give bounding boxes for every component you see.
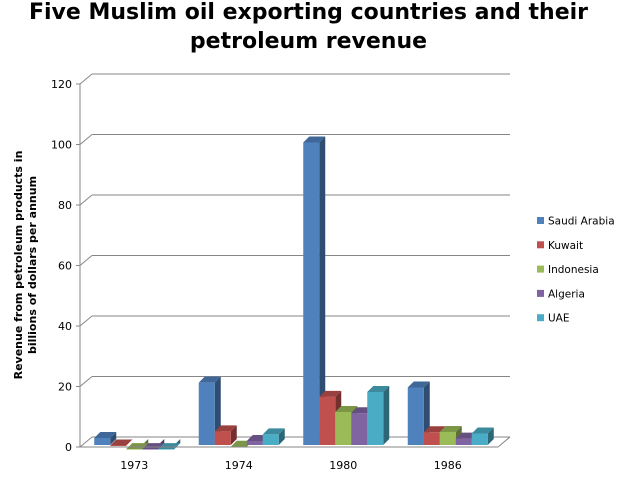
bar-uae-1973: [158, 449, 175, 450]
bar-indonesia-1986: [439, 431, 456, 445]
chart-title: Five Muslim oil exporting countries and …: [0, 0, 617, 56]
gridline-side: [79, 436, 93, 448]
legend-label: UAE: [548, 313, 570, 325]
bar-top: [94, 431, 117, 438]
bar-indonesia-1980: [335, 411, 352, 445]
bar-top: [471, 427, 494, 434]
bar-side: [319, 136, 326, 445]
bar-top: [407, 381, 430, 388]
bar-top: [439, 425, 462, 432]
bar-top: [142, 443, 165, 450]
bar-saudi-arabia-1980: [303, 142, 320, 445]
bar-side: [278, 428, 285, 445]
y-tick-label: 120: [51, 78, 72, 91]
bar-uae-1980: [367, 392, 384, 445]
gridline-side: [79, 255, 93, 266]
legend-swatch: [537, 265, 544, 273]
bar-top: [335, 405, 358, 412]
legend-swatch: [537, 314, 544, 322]
x-tick-label: 1974: [225, 459, 253, 472]
bar-side: [230, 425, 237, 445]
bar-kuwait-1986: [423, 432, 440, 445]
bar-top: [319, 390, 342, 397]
bar-algeria-1986: [455, 438, 472, 445]
bar-uae-1974: [262, 434, 279, 445]
y-tick-label: 20: [58, 381, 72, 394]
y-tick-label: 60: [58, 260, 72, 273]
chart-title-line-2: petroleum revenue: [189, 29, 428, 54]
bar-top: [158, 443, 181, 450]
x-tick-label: 1986: [434, 459, 462, 472]
y-axis-label-line-1: Revenue from petroleum products in: [12, 151, 25, 380]
bar-indonesia-1973: [126, 449, 143, 450]
gridline-side: [79, 134, 93, 145]
legend-label: Kuwait: [548, 240, 583, 252]
bar-algeria-1973: [142, 449, 159, 450]
chart-title-line-1: Five Muslim oil exporting countries and …: [28, 0, 589, 25]
bar-top: [367, 386, 390, 393]
legend-label: Saudi Arabia: [548, 216, 615, 228]
y-tick-label: 0: [65, 441, 72, 454]
legend-swatch: [537, 241, 544, 249]
gridline-side: [79, 194, 93, 206]
bar-top: [262, 428, 285, 435]
legend-swatch: [537, 217, 544, 224]
bar-saudi-arabia-1986: [407, 387, 424, 445]
bar-algeria-1980: [351, 413, 368, 445]
y-axis-label-line-2: billions of dollars per annum: [26, 176, 39, 354]
gridline-side: [79, 315, 93, 327]
bar-top: [198, 376, 221, 383]
legend-label: Indonesia: [548, 264, 599, 276]
x-axis: [80, 436, 511, 448]
bar-top: [110, 439, 133, 446]
y-tick-label: 80: [58, 199, 72, 212]
bar-side: [110, 431, 117, 445]
bar-algeria-1974: [246, 441, 263, 445]
bar-saudi-arabia-1973: [94, 437, 111, 445]
bar-kuwait-1980: [319, 396, 336, 445]
bar-kuwait-1973: [110, 445, 127, 447]
bar-top: [303, 136, 326, 143]
x-tick-label: 1973: [120, 459, 148, 472]
legend-label: Algeria: [548, 288, 585, 300]
gridline-side: [79, 73, 93, 85]
bar-top: [423, 426, 446, 433]
bar-kuwait-1974: [214, 431, 231, 445]
legend-swatch: [537, 289, 544, 297]
legend: Saudi Arabia Kuwait Indonesia Algeria UAE: [537, 216, 615, 325]
bar-top: [214, 425, 237, 432]
y-tick-label: 40: [58, 320, 72, 333]
y-tick-label: 100: [51, 139, 72, 152]
gridline-side: [79, 376, 93, 387]
bar-uae-1986: [471, 433, 488, 445]
bar-saudi-arabia-1974: [198, 382, 215, 445]
bar-top: [126, 443, 149, 450]
bar-side: [487, 427, 494, 445]
bar-side: [383, 386, 390, 445]
x-tick-label: 1980: [329, 459, 357, 472]
